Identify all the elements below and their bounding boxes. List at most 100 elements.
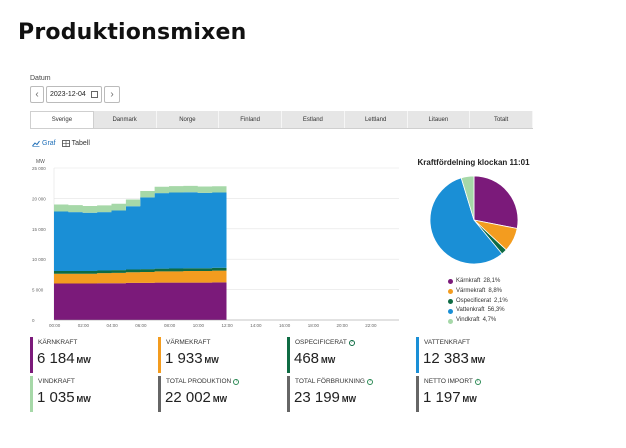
date-value: 2023-12-04 <box>50 91 86 98</box>
legend-dot <box>448 289 453 295</box>
x-tick-label: 00:00 <box>49 323 61 328</box>
tab-norge[interactable]: Norge <box>156 111 220 128</box>
stat-unit: MW <box>462 395 477 404</box>
stat-total-produktion: TOTAL PRODUKTION? 22 002 MW <box>158 376 273 412</box>
info-icon[interactable]: ? <box>366 378 373 385</box>
x-tick-label: 04:00 <box>107 323 119 328</box>
stat-karnkraft: KÄRNKRAFT 6 184 MW <box>30 337 145 373</box>
legend-name: Vattenkraft <box>456 307 485 314</box>
view-toggle: Graf Tabell <box>32 140 90 147</box>
legend-item-vindkraft[interactable]: Vindkraft 4,7% <box>448 316 508 326</box>
tab-finland[interactable]: Finland <box>219 111 282 128</box>
y-tick-label: 20 000 <box>32 196 46 201</box>
stat-label: TOTAL PRODUKTION <box>166 378 232 385</box>
legend-item-ospecificerat[interactable]: Ospecificerat 2,1% <box>448 297 508 307</box>
stat-label: VATTENKRAFT <box>424 339 470 346</box>
calendar-icon[interactable] <box>91 91 98 98</box>
area-series-ospecificerat <box>54 267 227 274</box>
stat-value: 22 002 <box>165 389 211 406</box>
date-input[interactable]: 2023-12-04 <box>46 86 102 103</box>
stat-unit: MW <box>321 356 336 365</box>
stat-unit: MW <box>76 395 91 404</box>
area-series-vattenkraft <box>54 192 227 272</box>
stat-color-bar <box>287 376 290 412</box>
table-view-button[interactable]: Tabell <box>61 140 90 147</box>
stat-label: NETTO IMPORT <box>424 378 473 385</box>
y-axis-unit: MW <box>36 159 45 165</box>
tab-sverige[interactable]: Sverige <box>30 111 94 128</box>
x-tick-label: 16:00 <box>279 323 291 328</box>
stat-varmekraft: VÄRMEKRAFT 1 933 MW <box>158 337 273 373</box>
tab-totalt[interactable]: Totalt <box>470 111 533 128</box>
area-series-kärnkraft <box>54 282 227 320</box>
stat-color-bar <box>158 376 161 412</box>
y-tick-label: 25 000 <box>32 166 46 171</box>
stat-vindkraft: VINDKRAFT 1 035 MW <box>30 376 145 412</box>
stat-color-bar <box>30 376 33 412</box>
tab-litauen[interactable]: Litauen <box>407 111 471 128</box>
legend-percent: 28,1% <box>483 278 501 284</box>
chevron-right-icon: › <box>110 89 114 100</box>
stat-color-bar <box>30 337 33 373</box>
table-icon <box>61 140 70 147</box>
pie-chart-title: Kraftfördelning klockan 11:01 <box>417 158 530 167</box>
stat-value: 1 035 <box>37 389 75 406</box>
stat-value: 1 197 <box>423 389 461 406</box>
stat-color-bar <box>416 337 419 373</box>
x-tick-label: 02:00 <box>78 323 90 328</box>
legend-dot <box>448 279 453 285</box>
graph-view-label: Graf <box>42 140 56 147</box>
next-date-button[interactable]: › <box>104 86 120 103</box>
x-tick-label: 06:00 <box>135 323 147 328</box>
legend-item-varmekraft[interactable]: Värmekraft 8,8% <box>448 287 508 297</box>
x-tick-label: 20:00 <box>337 323 349 328</box>
chevron-left-icon: ‹ <box>35 89 39 100</box>
stat-unit: MW <box>204 356 219 365</box>
stat-value: 468 <box>294 350 320 367</box>
x-tick-label: 12:00 <box>222 323 234 328</box>
stat-ospecificerat: OSPECIFICERAT? 468 MW <box>287 337 402 373</box>
previous-date-button[interactable]: ‹ <box>30 86 44 103</box>
legend-percent: 2,1% <box>494 297 508 304</box>
legend-dot <box>448 308 453 314</box>
graph-view-button[interactable]: Graf <box>32 140 56 147</box>
stat-total-forbrukning: TOTAL FÖRBRUKNING? 23 199 MW <box>287 376 402 412</box>
area-series-vindkraft <box>54 185 227 213</box>
production-area-chart: MW 0 5 000 10 000 15 000 20 000 25 000 00:00 02:… <box>32 159 399 328</box>
y-tick-label: 15 000 <box>32 227 46 232</box>
stat-value: 1 933 <box>165 350 203 367</box>
pie-slice-kärnkraft <box>473 175 519 229</box>
info-icon[interactable]: i <box>474 378 481 385</box>
y-tick-label: 10 000 <box>32 257 46 262</box>
stat-unit: MW <box>470 356 486 365</box>
legend-name: Värmekraft <box>456 287 486 294</box>
tab-estland[interactable]: Estland <box>282 111 345 128</box>
tab-danmark[interactable]: Danmark <box>93 111 157 128</box>
stat-unit: MW <box>341 395 357 404</box>
legend-item-karnkraft[interactable]: Kärnkraft 28,1% <box>448 277 508 287</box>
tab-lettland[interactable]: Lettland <box>344 111 408 128</box>
stat-color-bar <box>416 376 419 412</box>
stat-netto-import: NETTO IMPORT i 1 197 MW <box>416 376 531 412</box>
stat-value: 12 383 <box>423 350 469 367</box>
x-tick-label: 10:00 <box>193 323 205 328</box>
stat-label: VINDKRAFT <box>38 378 75 385</box>
line-chart-icon <box>32 140 40 147</box>
x-tick-label: 14:00 <box>250 323 262 328</box>
legend-dot <box>448 318 453 324</box>
page-title: Produktionsmixen <box>18 20 247 45</box>
legend-percent: 8,8% <box>488 287 503 294</box>
stat-color-bar <box>158 337 161 373</box>
pie-legend: Kärnkraft 28,1% Värmekraft 8,8% Ospecifice… <box>448 277 508 326</box>
legend-percent: 56,3% <box>487 307 505 314</box>
legend-item-vattenkraft[interactable]: Vattenkraft 56,3% <box>448 306 508 316</box>
pie-slice-vattenkraft <box>429 177 503 265</box>
info-icon[interactable]: ? <box>233 378 240 385</box>
info-icon[interactable]: ? <box>348 339 355 346</box>
pie-slice-vindkraft <box>460 175 475 221</box>
stat-value: 6 184 <box>37 350 75 367</box>
table-view-label: Tabell <box>71 140 90 147</box>
legend-dot <box>448 298 453 304</box>
x-tick-label: 18:00 <box>308 323 320 328</box>
stat-vattenkraft: VATTENKRAFT 12 383 MW <box>416 337 531 373</box>
